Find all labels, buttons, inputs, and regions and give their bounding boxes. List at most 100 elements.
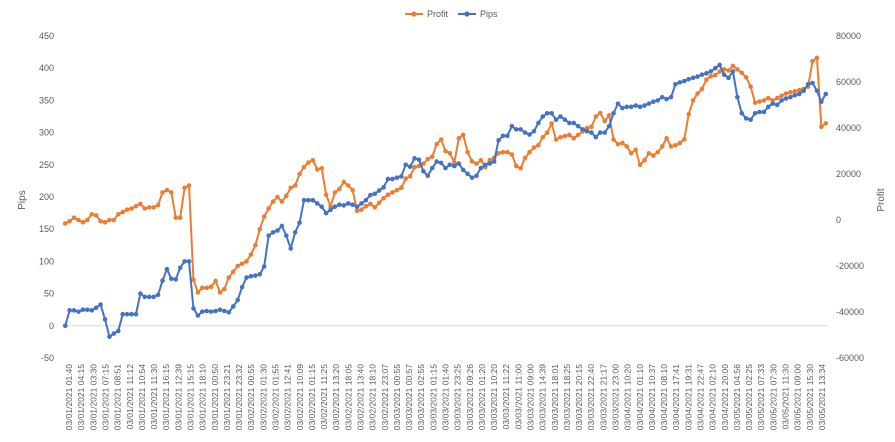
profit-point bbox=[624, 144, 630, 149]
profit-point bbox=[474, 161, 479, 166]
x-tick-label: 03/05/2021 11:30 bbox=[781, 364, 791, 430]
pips-point bbox=[222, 308, 227, 314]
profit-point bbox=[204, 285, 210, 291]
pips-point bbox=[253, 273, 258, 278]
series-pips bbox=[62, 62, 829, 340]
x-tick-label: 03/05/2021 04:56 bbox=[732, 364, 742, 430]
pips-point bbox=[593, 134, 599, 140]
pips-point bbox=[385, 176, 391, 182]
profit-point bbox=[394, 187, 400, 193]
profit-point bbox=[770, 98, 776, 103]
profit-point bbox=[217, 290, 223, 295]
y-axis-title: Pips bbox=[17, 190, 28, 209]
x-tick-label: 03/02/2021 23:07 bbox=[380, 364, 390, 430]
pips-point bbox=[429, 165, 435, 171]
profit-point bbox=[279, 199, 285, 204]
profit-point bbox=[478, 157, 484, 163]
profit-point bbox=[642, 157, 647, 163]
pips-point bbox=[571, 120, 577, 126]
pips-point bbox=[704, 71, 709, 76]
profit-point bbox=[89, 211, 95, 217]
profit-point bbox=[261, 214, 267, 219]
profit-point bbox=[124, 207, 130, 212]
profit-point bbox=[620, 140, 625, 146]
pips-point bbox=[376, 188, 382, 193]
profit-point bbox=[575, 132, 581, 138]
x-tick-label: 03/03/2021 18:01 bbox=[550, 364, 560, 430]
pips-point bbox=[474, 173, 479, 179]
pips-point bbox=[177, 265, 183, 271]
profit-point bbox=[319, 165, 324, 171]
y-tick-label: 250 bbox=[39, 160, 54, 170]
x-tick-label: 03/03/2021 11:22 bbox=[501, 364, 511, 430]
profit-point bbox=[748, 84, 753, 89]
profit-point bbox=[341, 179, 347, 185]
profit-point bbox=[323, 192, 329, 197]
pips-point bbox=[425, 173, 431, 179]
profit-point bbox=[757, 99, 762, 104]
pips-point bbox=[536, 120, 541, 126]
x-tick-label: 03/02/2021 18:10 bbox=[368, 364, 378, 430]
pips-point bbox=[71, 308, 77, 313]
profit-point bbox=[788, 90, 793, 95]
pips-point bbox=[288, 246, 294, 251]
x-tick-label: 03/03/2021 00:57 bbox=[404, 364, 414, 430]
profit-point bbox=[177, 215, 183, 220]
pips-point bbox=[708, 69, 714, 74]
profit-point bbox=[438, 137, 444, 142]
x-tick-label: 03/01/2021 11:12 bbox=[125, 364, 135, 430]
profit-point bbox=[562, 133, 568, 139]
profit-point bbox=[766, 95, 771, 101]
pips-point bbox=[133, 311, 139, 317]
x-tick-label: 03/01/2021 15:15 bbox=[186, 364, 196, 430]
profit-point bbox=[350, 187, 355, 193]
profit-point bbox=[199, 285, 205, 291]
x-tick-label: 03/05/2021 09:00 bbox=[793, 364, 803, 430]
x-tick-label: 03/01/2021 00:50 bbox=[210, 364, 220, 430]
y-tick-label: 50 bbox=[44, 289, 54, 299]
profit-point bbox=[142, 206, 148, 211]
y-tick-label: 100 bbox=[39, 256, 54, 266]
pips-point bbox=[111, 331, 117, 336]
pips-point bbox=[235, 297, 240, 303]
profit-point bbox=[792, 88, 798, 94]
pips-point bbox=[155, 292, 161, 298]
pips-point bbox=[774, 102, 780, 108]
pips-point bbox=[465, 171, 470, 177]
pips-point bbox=[597, 130, 603, 135]
profit-point bbox=[244, 259, 249, 264]
pips-point bbox=[257, 271, 263, 277]
x-axis-tick-labels: 03/01/2021 01:40 03/01/2021 04:15 03/01/20… bbox=[64, 364, 827, 430]
profit-point bbox=[133, 203, 139, 209]
pips-point bbox=[633, 103, 638, 108]
legend-dot-profit bbox=[411, 11, 417, 17]
pips-point bbox=[677, 80, 683, 85]
x-tick-label: 03/03/2021 00:55 bbox=[392, 364, 402, 430]
pips-point bbox=[434, 159, 439, 164]
pips-point bbox=[301, 197, 307, 203]
pips-point bbox=[553, 117, 559, 123]
x-tick-label: 03/02/2021 01:55 bbox=[271, 364, 281, 430]
pips-point bbox=[381, 185, 386, 190]
pips-point bbox=[447, 162, 453, 168]
profit-point bbox=[558, 134, 563, 140]
pips-point bbox=[628, 104, 634, 110]
profit-point bbox=[332, 190, 338, 195]
profit-point bbox=[98, 218, 103, 224]
x-tick-label: 03/02/2021 12:41 bbox=[283, 364, 293, 430]
profit-point bbox=[712, 72, 718, 78]
pips-point bbox=[142, 294, 148, 300]
profit-point bbox=[62, 221, 68, 226]
pips-point bbox=[589, 130, 594, 135]
x-tick-label: 03/03/2021 09:00 bbox=[526, 364, 536, 430]
profit-point bbox=[363, 203, 369, 209]
profit-point bbox=[717, 69, 722, 74]
profit-point bbox=[434, 141, 439, 147]
pips-point bbox=[372, 191, 378, 197]
pips-point bbox=[438, 160, 444, 166]
series-layer bbox=[62, 55, 829, 340]
profit-point bbox=[292, 183, 298, 188]
pips-point bbox=[796, 91, 802, 97]
pips-point bbox=[261, 264, 267, 269]
